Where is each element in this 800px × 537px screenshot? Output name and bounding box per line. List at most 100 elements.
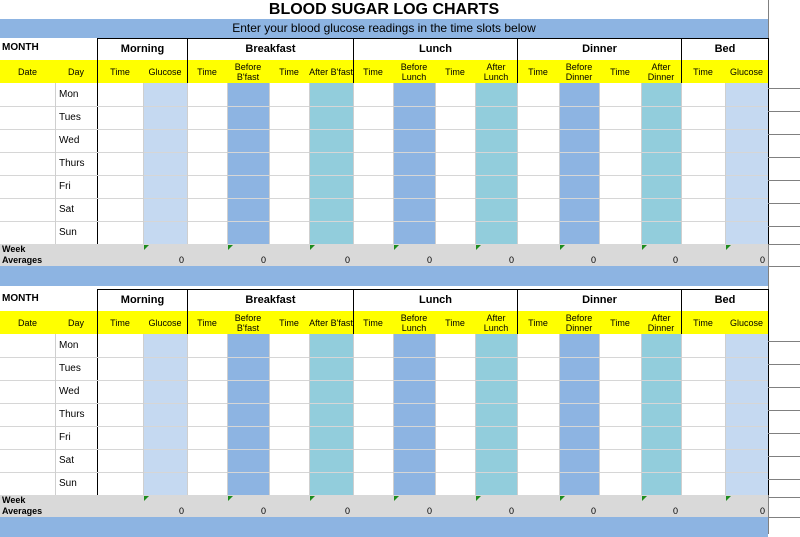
reading-cell[interactable] — [310, 404, 352, 425]
reading-cell[interactable] — [642, 473, 680, 494]
reading-cell[interactable] — [394, 404, 434, 425]
reading-cell[interactable] — [98, 381, 142, 402]
reading-cell[interactable] — [394, 473, 434, 494]
reading-cell[interactable] — [476, 107, 516, 128]
reading-cell[interactable] — [560, 473, 598, 494]
reading-cell[interactable] — [394, 335, 434, 356]
reading-cell[interactable] — [436, 153, 474, 174]
reading-cell[interactable] — [476, 222, 516, 243]
reading-cell[interactable] — [560, 84, 598, 105]
reading-cell[interactable] — [642, 222, 680, 243]
reading-cell[interactable] — [394, 450, 434, 471]
reading-cell[interactable] — [682, 404, 724, 425]
date-cell[interactable] — [1, 107, 54, 128]
reading-cell[interactable] — [600, 176, 640, 197]
reading-cell[interactable] — [518, 153, 558, 174]
reading-cell[interactable] — [188, 404, 226, 425]
reading-cell[interactable] — [682, 473, 724, 494]
reading-cell[interactable] — [518, 176, 558, 197]
reading-cell[interactable] — [436, 381, 474, 402]
reading-cell[interactable] — [682, 222, 724, 243]
reading-cell[interactable] — [98, 130, 142, 151]
reading-cell[interactable] — [600, 381, 640, 402]
reading-cell[interactable] — [394, 130, 434, 151]
reading-cell[interactable] — [98, 473, 142, 494]
reading-cell[interactable] — [436, 450, 474, 471]
reading-cell[interactable] — [228, 153, 268, 174]
reading-cell[interactable] — [98, 404, 142, 425]
reading-cell[interactable] — [354, 107, 392, 128]
reading-cell[interactable] — [188, 427, 226, 448]
reading-cell[interactable] — [436, 199, 474, 220]
reading-cell[interactable] — [600, 107, 640, 128]
reading-cell[interactable] — [518, 381, 558, 402]
reading-cell[interactable] — [518, 473, 558, 494]
reading-cell[interactable] — [726, 222, 767, 243]
reading-cell[interactable] — [354, 153, 392, 174]
reading-cell[interactable] — [310, 427, 352, 448]
reading-cell[interactable] — [228, 473, 268, 494]
reading-cell[interactable] — [436, 176, 474, 197]
reading-cell[interactable] — [144, 176, 186, 197]
reading-cell[interactable] — [228, 427, 268, 448]
reading-cell[interactable] — [98, 222, 142, 243]
reading-cell[interactable] — [394, 176, 434, 197]
reading-cell[interactable] — [270, 404, 308, 425]
reading-cell[interactable] — [354, 473, 392, 494]
date-cell[interactable] — [1, 199, 54, 220]
reading-cell[interactable] — [188, 130, 226, 151]
reading-cell[interactable] — [310, 84, 352, 105]
reading-cell[interactable] — [188, 199, 226, 220]
reading-cell[interactable] — [726, 153, 767, 174]
reading-cell[interactable] — [726, 199, 767, 220]
reading-cell[interactable] — [394, 427, 434, 448]
reading-cell[interactable] — [310, 107, 352, 128]
reading-cell[interactable] — [228, 199, 268, 220]
date-cell[interactable] — [1, 130, 54, 151]
date-cell[interactable] — [1, 404, 54, 425]
reading-cell[interactable] — [98, 427, 142, 448]
reading-cell[interactable] — [188, 358, 226, 379]
date-cell[interactable] — [1, 176, 54, 197]
reading-cell[interactable] — [144, 153, 186, 174]
reading-cell[interactable] — [436, 107, 474, 128]
reading-cell[interactable] — [310, 153, 352, 174]
reading-cell[interactable] — [228, 107, 268, 128]
reading-cell[interactable] — [98, 176, 142, 197]
reading-cell[interactable] — [228, 335, 268, 356]
reading-cell[interactable] — [270, 427, 308, 448]
reading-cell[interactable] — [144, 404, 186, 425]
reading-cell[interactable] — [270, 199, 308, 220]
reading-cell[interactable] — [310, 335, 352, 356]
reading-cell[interactable] — [476, 427, 516, 448]
reading-cell[interactable] — [600, 153, 640, 174]
date-cell[interactable] — [1, 427, 54, 448]
reading-cell[interactable] — [228, 176, 268, 197]
reading-cell[interactable] — [310, 199, 352, 220]
reading-cell[interactable] — [682, 335, 724, 356]
reading-cell[interactable] — [354, 176, 392, 197]
reading-cell[interactable] — [518, 130, 558, 151]
reading-cell[interactable] — [476, 130, 516, 151]
reading-cell[interactable] — [560, 450, 598, 471]
reading-cell[interactable] — [682, 176, 724, 197]
date-cell[interactable] — [1, 335, 54, 356]
reading-cell[interactable] — [144, 130, 186, 151]
reading-cell[interactable] — [310, 130, 352, 151]
reading-cell[interactable] — [354, 199, 392, 220]
reading-cell[interactable] — [476, 176, 516, 197]
reading-cell[interactable] — [518, 427, 558, 448]
reading-cell[interactable] — [476, 381, 516, 402]
reading-cell[interactable] — [98, 450, 142, 471]
reading-cell[interactable] — [144, 222, 186, 243]
reading-cell[interactable] — [436, 404, 474, 425]
reading-cell[interactable] — [354, 130, 392, 151]
reading-cell[interactable] — [228, 222, 268, 243]
reading-cell[interactable] — [600, 130, 640, 151]
reading-cell[interactable] — [682, 107, 724, 128]
reading-cell[interactable] — [726, 335, 767, 356]
reading-cell[interactable] — [188, 473, 226, 494]
reading-cell[interactable] — [270, 358, 308, 379]
reading-cell[interactable] — [188, 84, 226, 105]
reading-cell[interactable] — [144, 199, 186, 220]
